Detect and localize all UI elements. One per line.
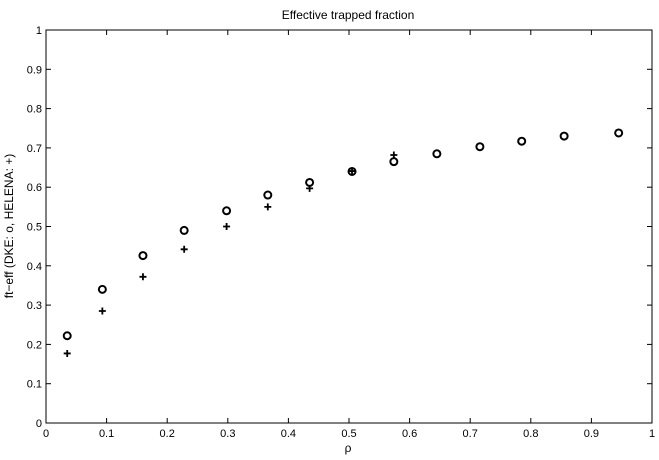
- dke-point: [97, 284, 107, 294]
- helena-point: [264, 203, 272, 211]
- helena-point: [306, 184, 314, 192]
- y-tick-label: 0.5: [27, 222, 42, 234]
- data-marks: [62, 128, 624, 357]
- x-tick-label: 0: [43, 428, 49, 440]
- dke-point: [432, 149, 442, 159]
- y-tick-label: 0.7: [27, 143, 42, 155]
- y-tick-label: 0.3: [27, 300, 42, 312]
- dke-point: [389, 157, 399, 167]
- helena-point: [63, 349, 71, 357]
- y-tick-label: 0.9: [27, 64, 42, 76]
- dke-point: [179, 225, 189, 235]
- x-axis-label: ρ: [345, 441, 352, 455]
- dke-point: [263, 190, 273, 200]
- helena-point: [139, 273, 147, 281]
- x-tick-label: 0.3: [220, 428, 235, 440]
- x-tick-label: 0.8: [523, 428, 538, 440]
- helena-point: [348, 167, 356, 175]
- x-tick-label: 0.1: [99, 428, 114, 440]
- x-tick-label: 1: [649, 428, 655, 440]
- y-tick-label: 0.1: [27, 379, 42, 391]
- dke-point: [222, 206, 232, 216]
- y-tick-label: 0.6: [27, 182, 42, 194]
- x-axis: 0 0.1 0.2 0.3 0.4 0.5 0.6 0.7 0.8 0.9 1: [43, 30, 655, 440]
- y-tick-label: 1: [36, 25, 42, 37]
- chart-title: Effective trapped fraction: [282, 8, 415, 22]
- dke-point: [559, 131, 569, 141]
- x-tick-label: 0.7: [463, 428, 478, 440]
- dke-point: [475, 142, 485, 152]
- helena-point: [180, 245, 188, 253]
- y-tick-label: 0.2: [27, 339, 42, 351]
- y-tick-label: 0: [36, 418, 42, 430]
- x-tick-label: 0.5: [341, 428, 356, 440]
- y-tick-label: 0.8: [27, 104, 42, 116]
- plot-frame: [45, 29, 653, 424]
- x-tick-label: 0.4: [281, 428, 296, 440]
- helena-point: [390, 151, 398, 159]
- helena-point: [98, 307, 106, 315]
- x-tick-label: 0.9: [584, 428, 599, 440]
- dke-point: [138, 251, 148, 261]
- helena-point: [223, 223, 231, 230]
- y-tick-label: 0.4: [27, 261, 42, 273]
- dke-point: [517, 136, 527, 146]
- dke-point: [62, 331, 72, 341]
- dke-point: [614, 128, 624, 138]
- y-axis: 0 0.1 0.2 0.3 0.4 0.5 0.6 0.7 0.8 0.9 1: [27, 25, 652, 430]
- x-tick-label: 0.2: [160, 428, 175, 440]
- y-axis-label: ft−eff (DKE: o, HELENA: +): [2, 154, 16, 299]
- x-tick-label: 0.6: [402, 428, 417, 440]
